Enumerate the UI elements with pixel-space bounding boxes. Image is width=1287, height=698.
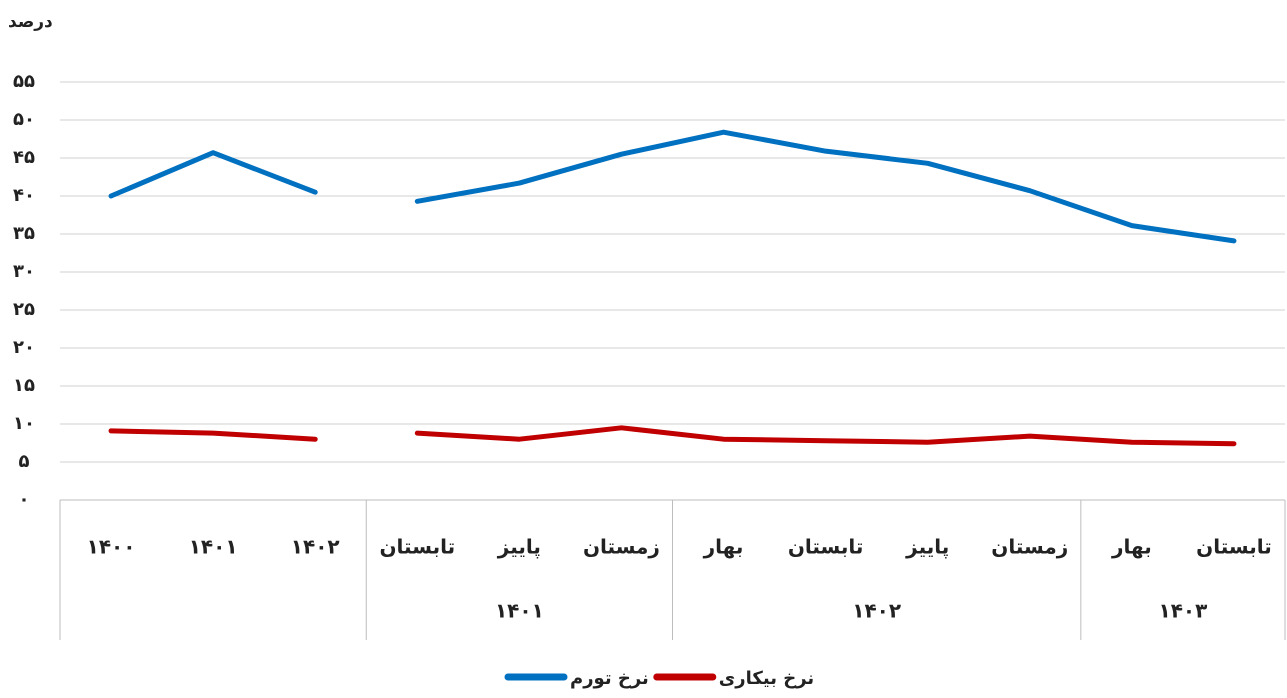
y-tick-label: ۵۵ [13,71,35,92]
y-tick-label: ۳۵ [13,223,35,244]
x-tick-label: تابستان [1196,535,1272,559]
legend-label: نرخ تورم [570,668,649,689]
x-tick-label: تابستان [788,535,864,559]
line-series [108,428,318,442]
y-tick-label: ۵ [19,451,30,472]
x-tick-label: بهار [703,535,744,559]
y-tick-label: ۰ [19,489,30,510]
y-axis-label: درصد [8,12,53,32]
line-series [414,425,1237,447]
line-series [108,150,318,199]
y-tick-label: ۵۰ [13,109,35,130]
y-tick-label: ۱۵ [13,375,35,396]
x-tick-label: پاییز [497,535,541,560]
x-tick-label: زمستان [991,535,1068,559]
legend-label: نرخ بیکاری [719,668,814,689]
x-tick-label: بهار [1111,535,1152,559]
x-tick-label: ۱۴۰۰ [87,535,136,559]
x-tick-label: پاییز [905,535,949,560]
y-tick-label: ۲۵ [13,299,35,320]
x-tick-label: ۱۴۰۲ [291,535,340,559]
group-label: ۱۴۰۲ [852,599,901,623]
x-tick-label: تابستان [379,535,455,559]
y-tick-label: ۴۵ [13,147,35,168]
x-tick-label: زمستان [583,535,660,559]
y-tick-label: ۱۰ [13,413,35,434]
y-tick-label: ۳۰ [13,261,35,282]
line-series [414,129,1237,244]
y-tick-label: ۲۰ [13,337,35,358]
group-label: ۱۴۰۱ [495,599,544,623]
x-tick-label: ۱۴۰۱ [189,535,238,559]
group-label: ۱۴۰۳ [1159,599,1208,623]
y-tick-label: ۴۰ [13,185,35,206]
